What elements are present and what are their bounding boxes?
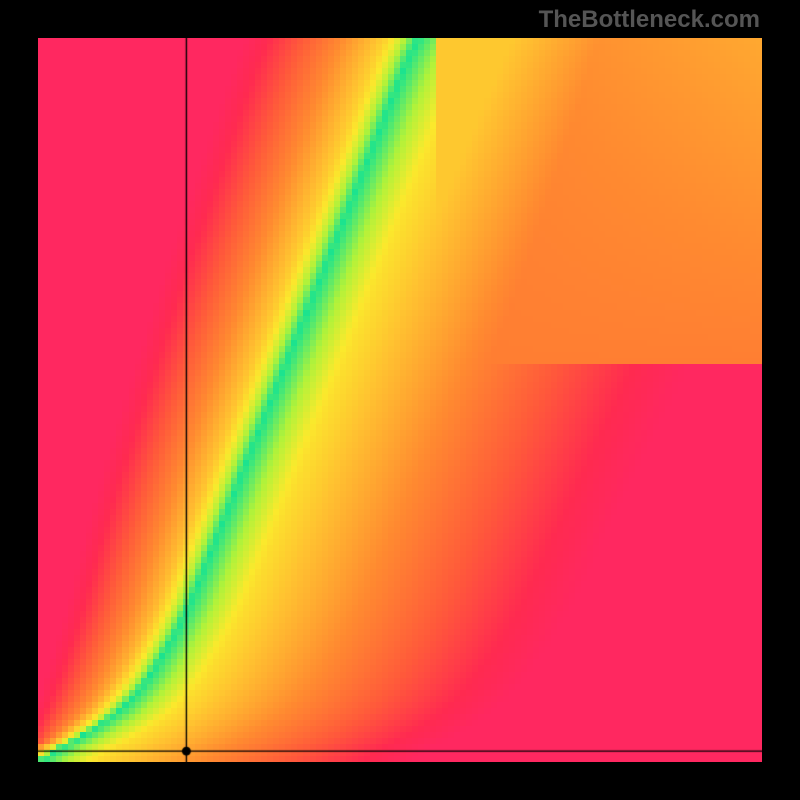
crosshair-overlay (38, 38, 762, 762)
watermark-text: TheBottleneck.com (539, 6, 760, 34)
chart-container: TheBottleneck.com (0, 0, 800, 800)
